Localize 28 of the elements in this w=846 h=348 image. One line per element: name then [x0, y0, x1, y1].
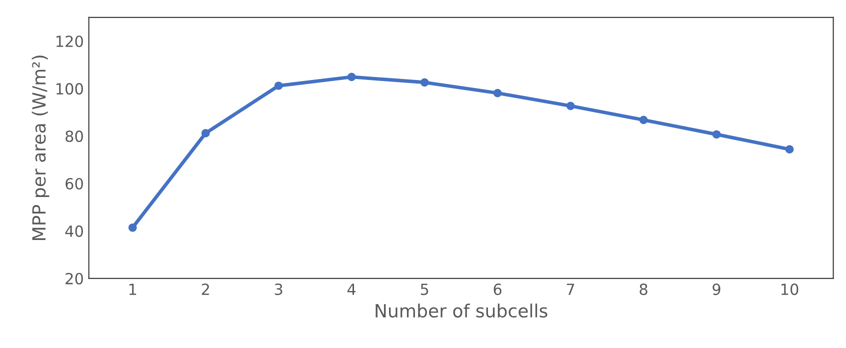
point	[128, 223, 137, 232]
x-tick-label: 4	[347, 284, 356, 295]
x-tick-label: 1	[129, 284, 136, 295]
x-tick-label: 5	[420, 284, 428, 296]
x-tick-label: 10	[781, 284, 798, 296]
y-tick-label: 60	[66, 178, 83, 190]
x-tick-label: 3	[274, 284, 282, 296]
point	[712, 130, 721, 139]
point	[347, 72, 356, 82]
x-tick-label: 9	[712, 284, 720, 296]
y-tick-label: 120	[56, 36, 83, 48]
x-tick-label: 6	[494, 284, 502, 296]
point	[639, 116, 648, 124]
y-tick-label: 20	[66, 272, 83, 284]
point	[566, 102, 575, 110]
y-axis-title: MPP per area (W/m²)	[32, 56, 50, 240]
x-tick-label: 7	[566, 284, 574, 295]
x-tick-label: 8	[640, 284, 648, 296]
point	[785, 145, 794, 154]
point	[420, 78, 429, 87]
x-axis-title: Number of subcells	[376, 304, 548, 318]
x-tick-label: 2	[202, 284, 209, 295]
point	[274, 82, 283, 90]
y-tick-label: 40	[65, 225, 83, 237]
point	[493, 88, 502, 98]
point	[201, 129, 210, 138]
y-tick-label: 80	[66, 130, 83, 142]
y-tick-label: 100	[56, 83, 83, 95]
